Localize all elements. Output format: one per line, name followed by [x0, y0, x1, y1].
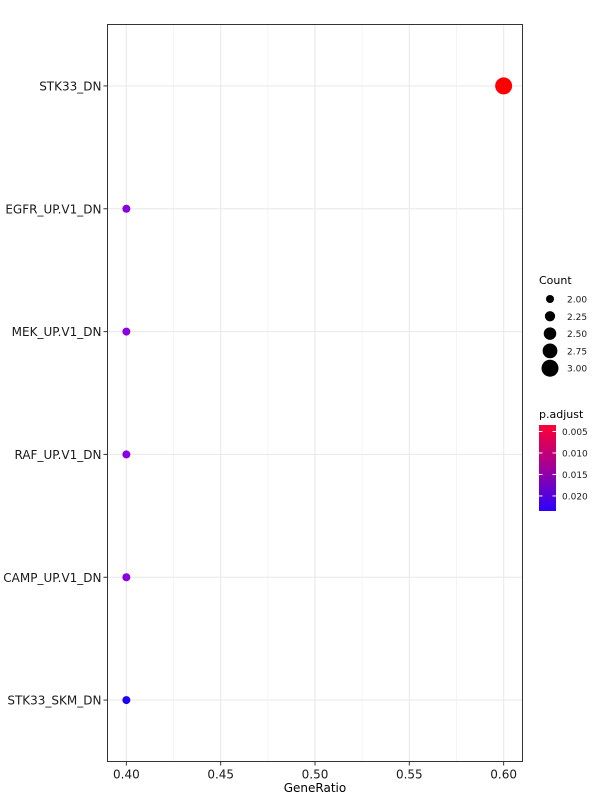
y-tick-label: EGFR_UP.V1_DN — [5, 202, 101, 216]
legend-count-key — [543, 327, 557, 340]
padjust-colorbar — [539, 425, 556, 511]
legend-padjust-label: 0.020 — [562, 492, 588, 502]
x-axis-title: GeneRatio — [284, 781, 346, 795]
legend-padjust: p.adjust 0.005 0.010 0.015 0.020 — [539, 408, 588, 511]
data-point — [122, 450, 131, 459]
x-tick-label: 0.40 — [113, 768, 140, 782]
data-points — [122, 77, 513, 705]
legend-padjust-title: p.adjust — [539, 408, 584, 421]
legend-count-key — [542, 343, 558, 359]
y-tick-label: CAMP_UP.V1_DN — [3, 571, 101, 585]
y-tick-label: STK33_SKM_DN — [7, 694, 101, 708]
legend-count-label: 2.50 — [567, 330, 587, 340]
y-tick-label: MEK_UP.V1_DN — [12, 325, 102, 339]
legend-count-label: 3.00 — [567, 365, 587, 375]
data-point — [122, 204, 131, 213]
legend-count-key — [544, 311, 556, 322]
legend-count-key — [546, 295, 554, 303]
legend-count-title: Count — [539, 274, 572, 287]
x-tick-label: 0.60 — [490, 768, 517, 782]
legend-count: Count 2.00 2.25 2.50 2.75 3.00 — [539, 274, 587, 377]
y-tick-label: RAF_UP.V1_DN — [15, 448, 102, 462]
data-point — [495, 77, 513, 95]
x-tick-label: 0.45 — [207, 768, 234, 782]
x-tick-label: 0.55 — [396, 768, 423, 782]
y-tick-label: STK33_DN — [39, 79, 101, 93]
y-axis: STK33_DN EGFR_UP.V1_DN MEK_UP.V1_DN RAF_UP.… — [3, 79, 108, 708]
data-point — [122, 573, 131, 582]
legend-count-label: 2.75 — [567, 347, 587, 357]
legend-count-key — [541, 359, 559, 377]
legend-count-label: 2.25 — [567, 313, 587, 323]
legend-padjust-label: 0.005 — [562, 428, 588, 438]
legend-padjust-label: 0.010 — [562, 449, 588, 459]
data-point — [122, 327, 131, 336]
legend-padjust-label: 0.015 — [562, 471, 588, 481]
legend-count-label: 2.00 — [567, 296, 587, 306]
x-axis: 0.40 0.45 0.50 0.55 0.60 — [113, 761, 517, 782]
grid — [107, 24, 523, 762]
data-point — [122, 696, 131, 705]
x-tick-label: 0.50 — [302, 768, 329, 782]
